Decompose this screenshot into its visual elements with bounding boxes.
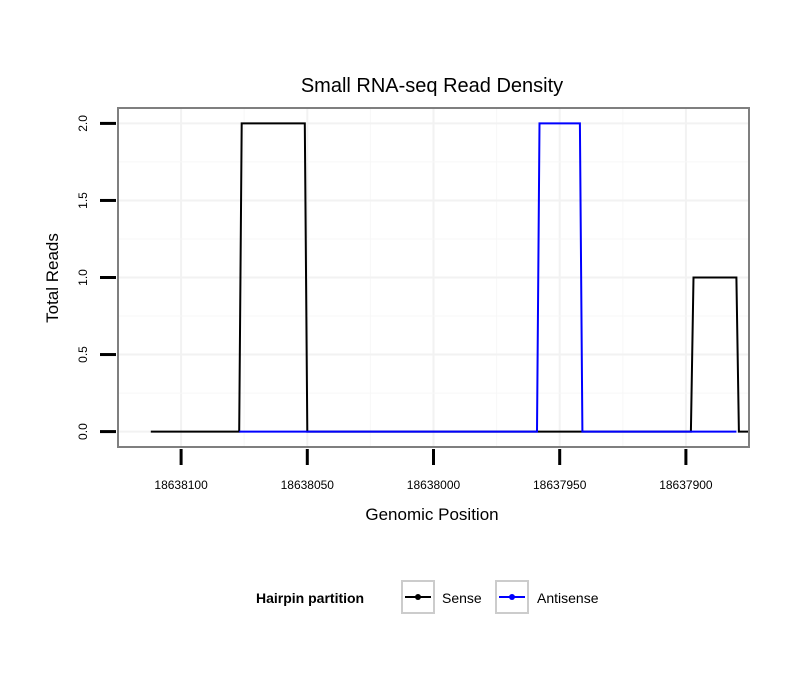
series-line-antisense	[239, 122, 737, 433]
chart-title: Small RNA-seq Read Density	[301, 75, 563, 97]
x-tick-label: 18637950	[533, 478, 587, 492]
legend-label-antisense: Antisense	[537, 590, 599, 606]
x-axis-title: Genomic Position	[365, 505, 498, 524]
legend-key-antisense-point	[509, 594, 515, 600]
x-tick-label: 18637900	[659, 478, 713, 492]
y-tick-label: 2.0	[76, 115, 90, 132]
axis-layer: 18638100 18638050 18638000 18637950 18637900…	[76, 115, 713, 492]
y-tick-label: 0.5	[76, 346, 90, 363]
x-tick-label: 18638000	[407, 478, 461, 492]
legend: Hairpin partition Sense Antisense	[256, 580, 599, 614]
y-axis-title: Total Reads	[43, 233, 62, 323]
y-tick-label: 1.0	[76, 269, 90, 286]
x-tick-label: 18638050	[281, 478, 335, 492]
y-tick-label: 0.0	[76, 423, 90, 440]
y-tick-label: 1.5	[76, 192, 90, 209]
x-tick-label: 18638100	[154, 478, 208, 492]
series-layer	[150, 122, 749, 433]
legend-key-sense-point	[415, 594, 421, 600]
legend-label-sense: Sense	[442, 590, 482, 606]
legend-title: Hairpin partition	[256, 590, 364, 606]
plot-border	[117, 107, 750, 448]
